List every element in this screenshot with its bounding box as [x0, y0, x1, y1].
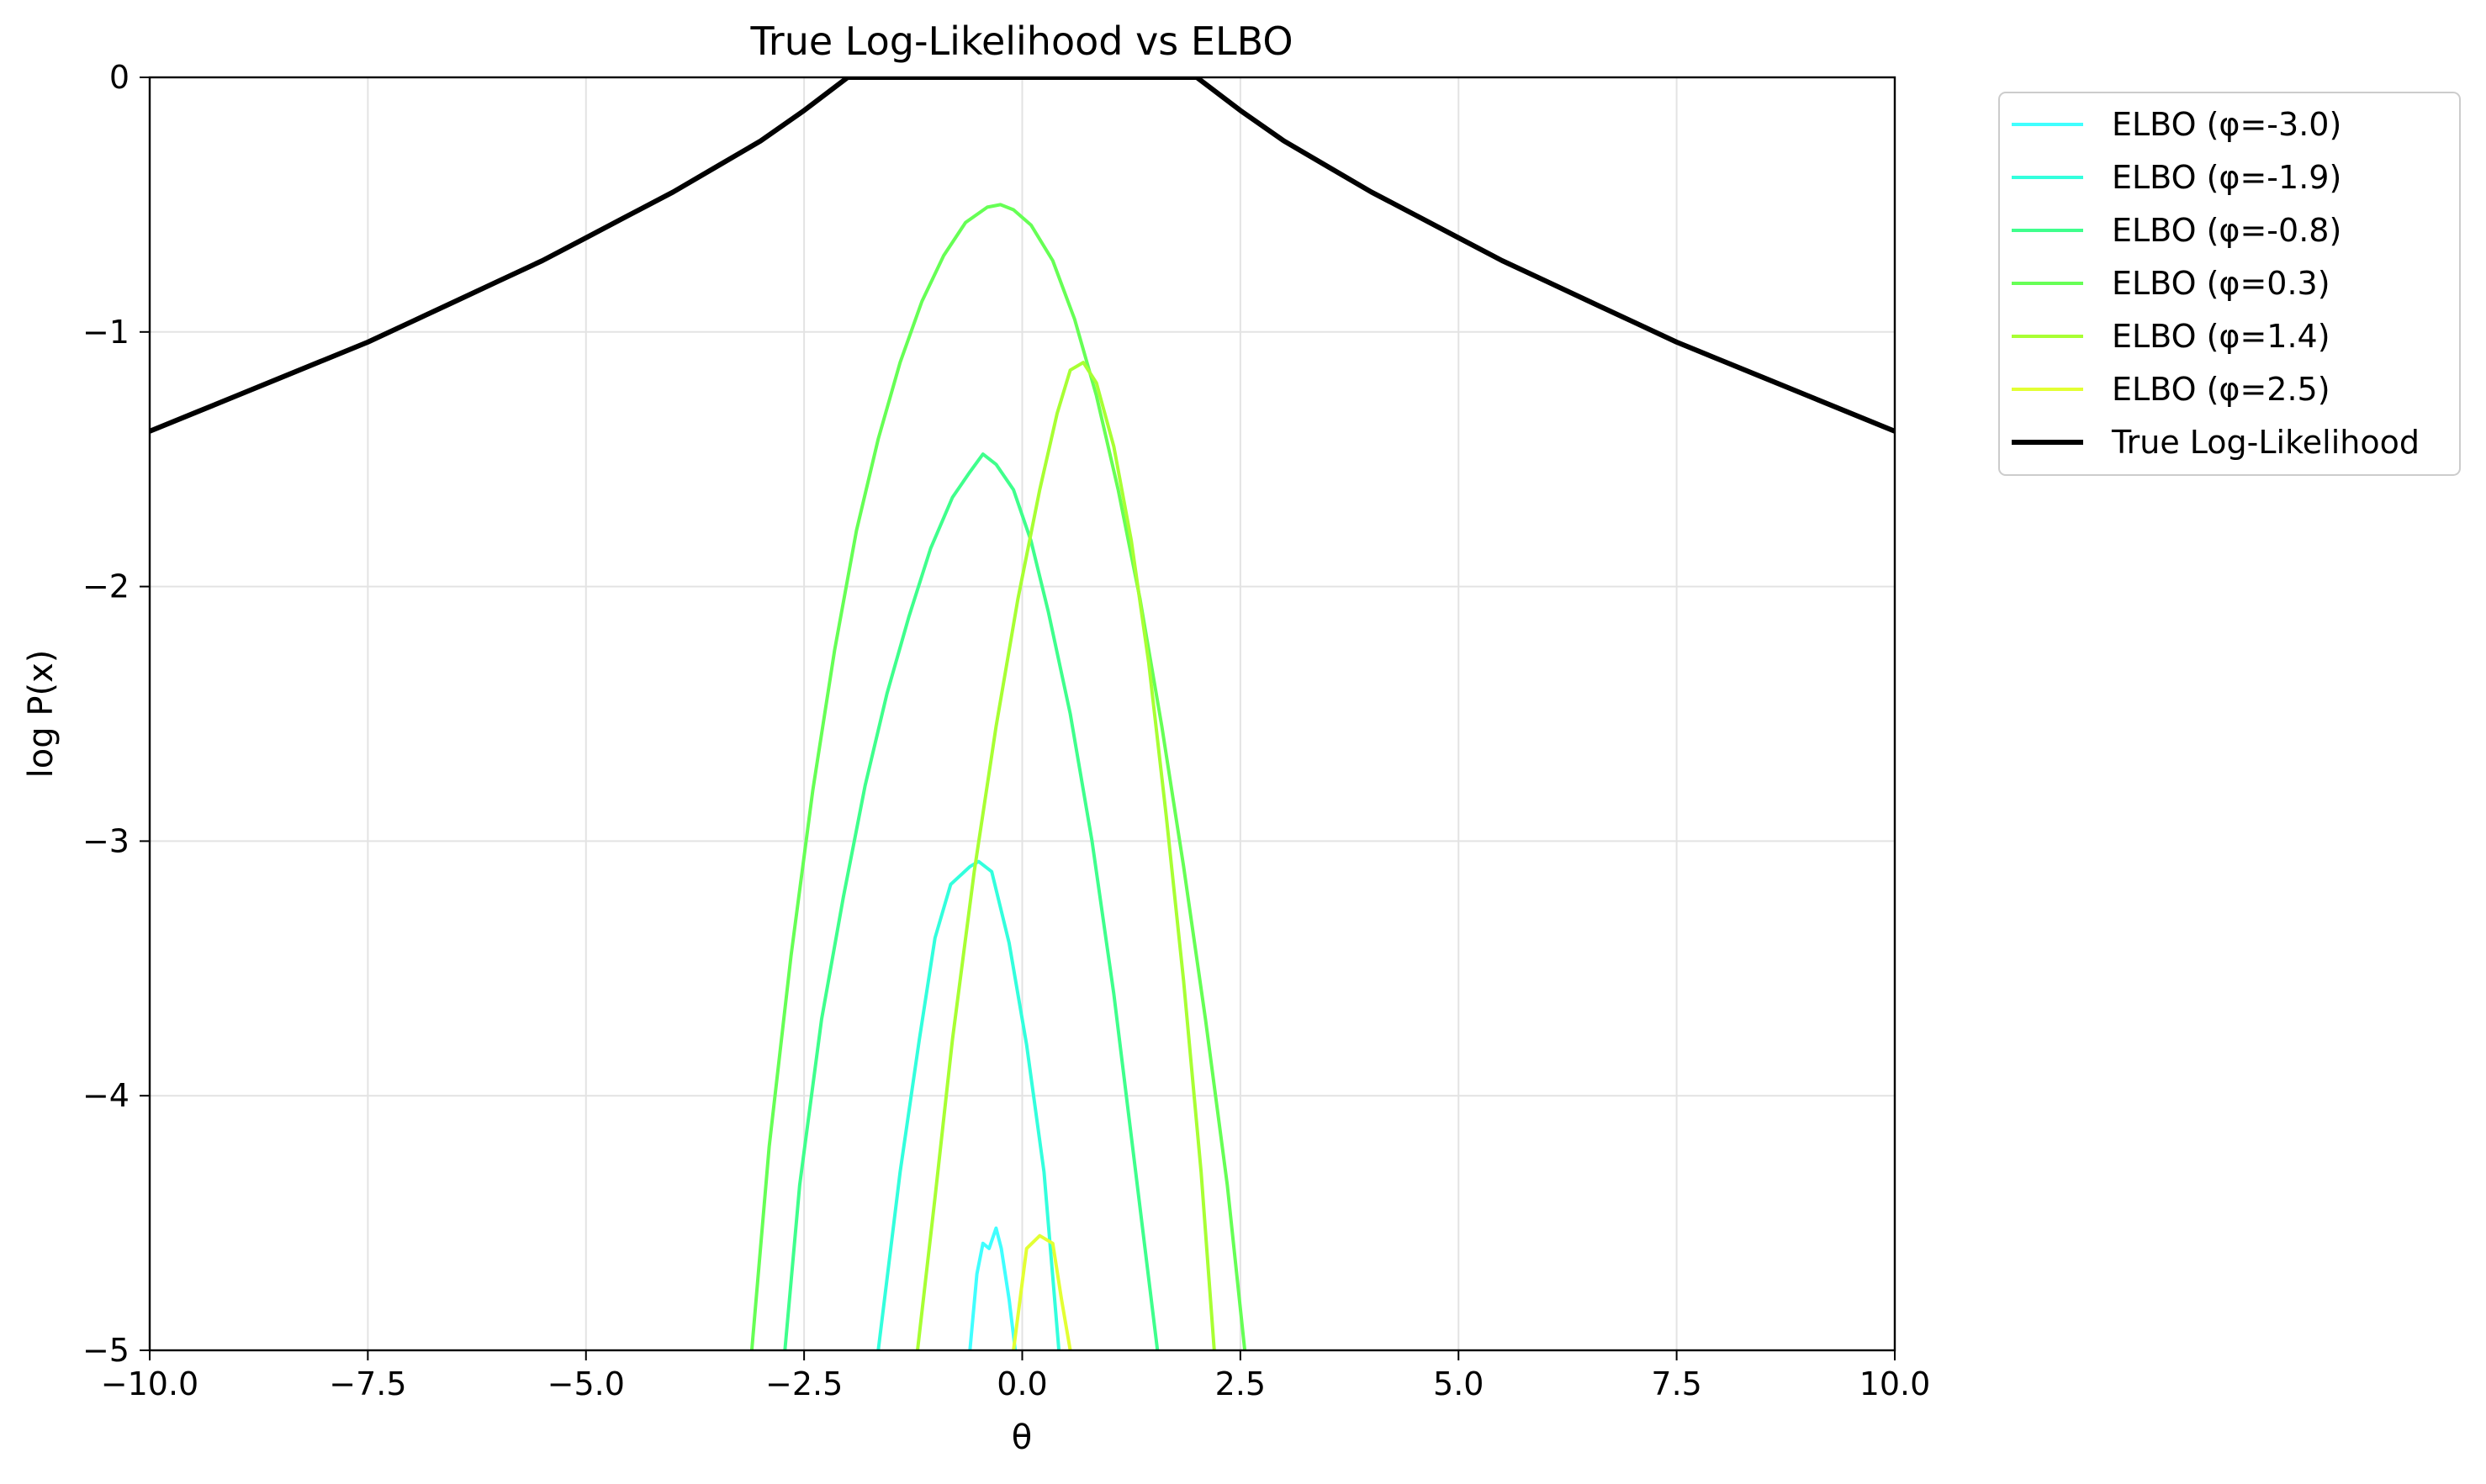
x-tick-label: −5.0 [547, 1365, 625, 1402]
x-tick-label: −10.0 [101, 1365, 198, 1402]
legend-label: ELBO (φ=-3.0) [2112, 106, 2341, 143]
x-tick-label: 10.0 [1859, 1365, 1931, 1402]
series-line-elbo-0 [968, 1226, 1018, 1350]
y-tick-label: 0 [109, 59, 130, 96]
legend: ELBO (φ=-3.0) ELBO (φ=-1.9) ELBO (φ=-0.8) E… [1998, 92, 2461, 476]
series-line-elbo-1 [876, 859, 1061, 1350]
x-tick-label: 0.0 [997, 1365, 1047, 1402]
chart-title: True Log-Likelihood vs ELBO [749, 18, 1293, 64]
x-axis: −10.0 −7.5 −5.0 −2.5 0.0 2.5 5.0 7.5 10.0 [101, 1350, 1931, 1402]
x-axis-label: θ [1012, 1418, 1032, 1457]
y-axis: 0 −1 −2 −3 −4 −5 [82, 59, 150, 1369]
x-tick-label: 5.0 [1433, 1365, 1484, 1402]
series-line-elbo-5 [1012, 1233, 1072, 1350]
x-tick-label: −2.5 [765, 1365, 843, 1402]
x-tick-label: 7.5 [1651, 1365, 1701, 1402]
series-line-elbo-2 [783, 452, 1160, 1350]
x-tick-label: 2.5 [1215, 1365, 1266, 1402]
legend-box [1998, 92, 2461, 476]
y-tick-label: −5 [82, 1332, 130, 1369]
legend-label: ELBO (φ=-0.8) [2112, 212, 2341, 249]
legend-label: ELBO (φ=2.5) [2112, 371, 2330, 408]
y-axis-label: log P(x) [22, 650, 61, 779]
series-line-elbo-4 [916, 361, 1216, 1350]
series-line-true-log-likelihood [150, 77, 1895, 434]
y-tick-label: −1 [82, 314, 130, 351]
y-tick-label: −2 [82, 568, 130, 605]
legend-label: ELBO (φ=0.3) [2112, 265, 2330, 302]
series-line-elbo-3 [749, 203, 1247, 1350]
grid [150, 77, 1895, 1350]
legend-label: ELBO (φ=-1.9) [2112, 159, 2341, 196]
legend-label: True Log-Likelihood [2111, 424, 2420, 461]
series-layer [150, 77, 1895, 1350]
y-tick-label: −3 [82, 822, 130, 859]
x-tick-label: −7.5 [329, 1365, 406, 1402]
y-tick-label: −4 [82, 1077, 130, 1114]
legend-label: ELBO (φ=1.4) [2112, 318, 2330, 355]
